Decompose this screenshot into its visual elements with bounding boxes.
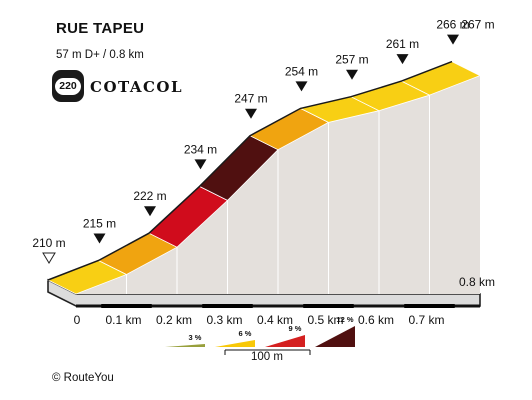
elevation-marker [144, 206, 156, 217]
legend-grade-label: 6 % [239, 329, 252, 338]
legend-wedge [265, 335, 305, 347]
legend-wedge [215, 340, 255, 347]
copyright-notice: © RouteYou [52, 372, 114, 384]
elevation-labels: 210 m 215 m 222 m 234 m 247 m 254 m 257 m 261 m… [32, 18, 469, 250]
profile-side-walls [76, 75, 480, 294]
distance-tick-label: 0.2 km [156, 313, 192, 327]
legend-scale-label: 100 m [251, 351, 283, 363]
profile-gradient-segments [47, 60, 481, 295]
distance-tick-label: 0.8 km [459, 275, 495, 289]
elevation-label: 215 m [83, 217, 116, 231]
elevation-label: 266 m [436, 18, 469, 32]
distance-tick-label: 0 [74, 313, 81, 327]
elevation-marker [346, 69, 358, 80]
distance-tick-label: 0.3 km [206, 313, 242, 327]
elevation-label: 261 m [386, 37, 419, 51]
legend-wedge [165, 344, 205, 347]
elevation-label: 210 m [32, 236, 65, 250]
elevation-markers [42, 34, 459, 264]
elevation-marker [295, 81, 308, 92]
legend-grade-label: 3 % [189, 333, 202, 342]
profile-front-edge [47, 60, 453, 281]
gradient-legend: 3 % 6 % 9 % 12 % 100 m [165, 315, 355, 363]
elevation-label: 254 m [285, 64, 318, 78]
distance-tick-label: 0.4 km [257, 313, 293, 327]
elevation-marker [245, 108, 257, 119]
distance-tick-labels: 0 0.1 km 0.2 km 0.3 km 0.4 km 0.5 km 0.6 km 0.7… [74, 275, 495, 327]
distance-tick-label: 0.7 km [408, 313, 444, 327]
climb-stats: 57 m D+ / 0.8 km [56, 49, 144, 61]
distance-tick-label: 0.5 km [307, 313, 343, 327]
cotacol-badge: 220 [52, 70, 84, 102]
legend-grade-label: 9 % [289, 324, 302, 333]
elevation-marker [93, 233, 106, 244]
elevation-label: 234 m [184, 142, 217, 156]
cotacol-number: 220 [55, 77, 81, 95]
elevation-label: 257 m [335, 53, 368, 67]
legend-wedge [315, 326, 355, 347]
elevation-marker [396, 54, 409, 65]
summit-label-group: 267 m [461, 18, 494, 32]
elevation-label: 222 m [133, 189, 166, 203]
legend-grade-label: 12 % [336, 315, 353, 324]
cotacol-brand: COTACOL [90, 78, 184, 96]
distance-tick-label: 0.6 km [358, 313, 394, 327]
start-marker [42, 252, 56, 264]
elevation-marker [447, 34, 459, 45]
distance-tick-label: 0.1 km [105, 313, 141, 327]
elevation-label: 247 m [234, 92, 267, 106]
climb-title: RUE TAPEU [56, 20, 145, 37]
profile-base [47, 278, 481, 308]
summit-label: 267 m [461, 18, 494, 32]
elevation-marker [194, 159, 207, 170]
